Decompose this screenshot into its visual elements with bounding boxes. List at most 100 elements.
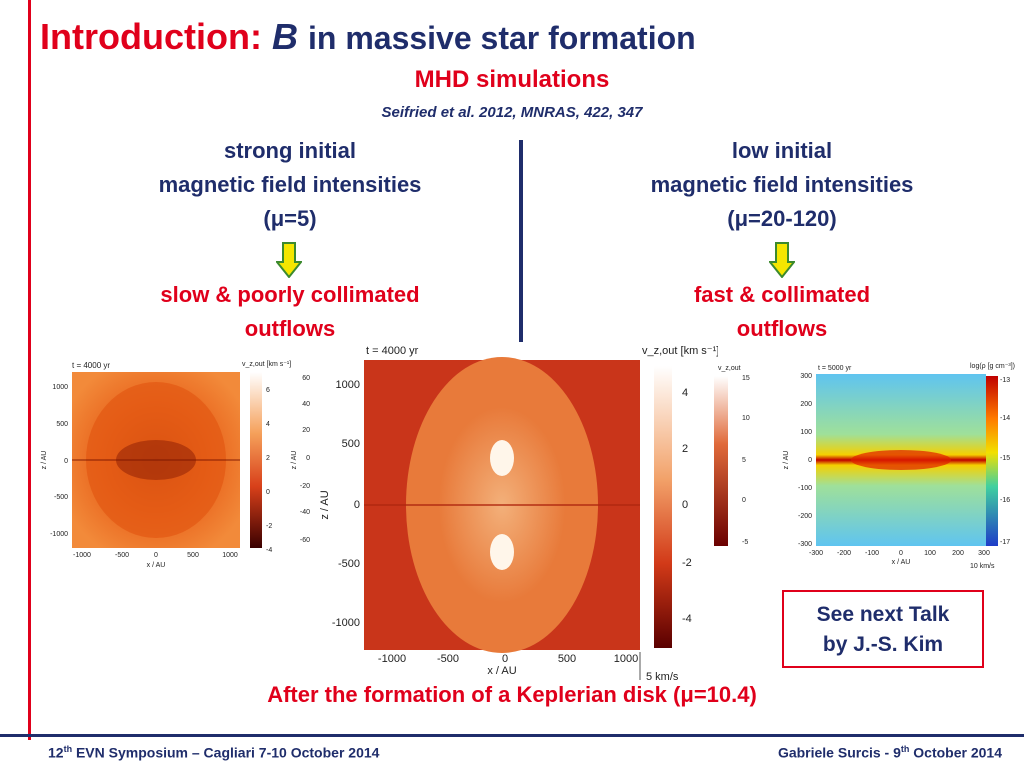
right-ytick: -200 [798,513,812,520]
center-xtick: 1000 [614,653,638,665]
right-column-header: low initial magnetic field intensities (… [600,134,964,236]
center-xlabel: x / AU [487,665,516,677]
left-cbar-label: v_z,out [km s⁻¹] [242,361,291,368]
right-density-colorbar [986,376,998,546]
right-line1: low initial [600,134,964,168]
left-extra-tick: -40 [300,509,310,516]
left-ylabel: z / AU [41,451,48,470]
left-column-header: strong initial magnetic field intensitie… [110,134,470,236]
left-xtick: 500 [187,552,199,559]
right-panel-time: t = 5000 yr [818,365,852,372]
right-cbar-tick: -16 [1000,497,1010,504]
right-xtick: -300 [809,550,823,557]
left-column-result: slow & poorly collimated outflows [110,278,470,346]
left-cbar-tick: 2 [266,455,270,462]
footer-left-post: EVN Symposium – Cagliari 7-10 October 20… [72,745,379,761]
center-xtick: 0 [502,653,508,665]
left-cbar-tick: -4 [266,547,272,554]
citation: Seifried et al. 2012, MNRAS, 422, 347 [0,104,1024,121]
keplerian-caption: After the formation of a Keplerian disk … [0,682,1024,708]
left-line3: (μ=5) [110,202,470,236]
simulation-panel-strong-field: t = 4000 yr 1000 500 0 -500 -1000 -1000 … [38,352,320,574]
right-ytick: 200 [800,401,812,408]
column-divider [519,140,523,342]
right-ytick: 0 [808,457,812,464]
right-line3: (μ=20-120) [600,202,964,236]
left-extra-tick: 40 [302,401,310,408]
left-extra-tick: 60 [302,375,310,382]
left-xtick: -1000 [73,552,91,559]
footer-right-post: October 2014 [909,745,1002,761]
right-xtick: 200 [952,550,964,557]
right-ytick: 100 [800,429,812,436]
down-arrow-icon [769,242,795,278]
right-cbar-tick: -15 [1000,455,1010,462]
left-xlabel: x / AU [147,562,166,569]
left-line1: strong initial [110,134,470,168]
center-ytick: 0 [354,499,360,511]
center-ytick: 500 [342,438,360,450]
center-cbar-tick: 4 [682,387,688,399]
right-xtick: 100 [924,550,936,557]
left-xtick: 1000 [222,552,238,559]
center-cbar-tick: -2 [682,557,692,569]
right-cbar-tick: -13 [1000,377,1010,384]
right-cbar-tick: -17 [1000,539,1010,546]
left-ytick: 0 [64,458,68,465]
talk-line1: See next Talk [784,600,982,630]
title-intro: Introduction: [40,16,262,57]
right-vcbar-tick: 10 [742,415,750,422]
footer-left-pre: 12 [48,745,64,761]
slide-title: Introduction: B in massive star formatio… [40,16,696,58]
left-ytick: 1000 [52,384,68,391]
title-b-symbol: B [272,16,298,57]
left-line2: magnetic field intensities [110,168,470,202]
center-xtick: -1000 [378,653,406,665]
right-xtick: -100 [865,550,879,557]
center-ytick: -1000 [332,617,360,629]
center-xtick: 500 [558,653,576,665]
center-cbar-tick: 0 [682,499,688,511]
left-extra-tick: -20 [300,483,310,490]
right-vcbar-tick: 5 [742,457,746,464]
footer-left: 12th EVN Symposium – Cagliari 7-10 Octob… [48,744,379,761]
right-ytick: -300 [798,541,812,548]
see-next-talk-box: See next Talk by J.-S. Kim [782,590,984,668]
right-result1: fast & collimated [600,278,964,312]
center-ytick: 1000 [336,379,360,391]
footer-right-pre: Gabriele Surcis - 9 [778,745,901,761]
simulation-panel-keplerian: t = 4000 yr 1000 500 0 -500 -1000 -1000 … [318,340,718,686]
left-cbar-tick: -2 [266,523,272,530]
right-ylabel: z / AU [783,451,790,470]
footer-right: Gabriele Surcis - 9th October 2014 [778,744,1002,761]
talk-line2: by J.-S. Kim [784,630,982,660]
center-colorbar [654,366,672,648]
center-ytick: -500 [338,558,360,570]
left-panel-time: t = 4000 yr [72,361,110,370]
left-result1: slow & poorly collimated [110,278,470,312]
left-xtick: 0 [154,552,158,559]
right-vcbar-tick: 15 [742,375,750,382]
right-vcbar-tick: 0 [742,497,746,504]
center-ylabel: z / AU [319,490,331,519]
right-vcbar-tick: -5 [742,539,748,546]
left-ytick: -500 [54,494,68,501]
slide-subtitle: MHD simulations [0,66,1024,94]
left-xtick: -500 [115,552,129,559]
left-extra-tick: -60 [300,537,310,544]
left-ytick: -1000 [50,531,68,538]
center-cbar-label: v_z,out [km s⁻¹] [642,345,718,357]
left-cbar-tick: 4 [266,421,270,428]
left-extra-tick: 0 [306,455,310,462]
right-xlabel: x / AU [892,559,911,566]
right-ytick: -100 [798,485,812,492]
left-extra-label: z / AU [291,451,298,470]
right-column-result: fast & collimated outflows [600,278,964,346]
right-xtick: 0 [899,550,903,557]
right-ytick: 300 [800,373,812,380]
left-ytick: 500 [56,421,68,428]
right-cbar-label: log(ρ [g cm⁻³]) [970,363,1015,370]
left-cbar-tick: 6 [266,387,270,394]
left-extra-tick: 20 [302,427,310,434]
center-xtick: -500 [437,653,459,665]
